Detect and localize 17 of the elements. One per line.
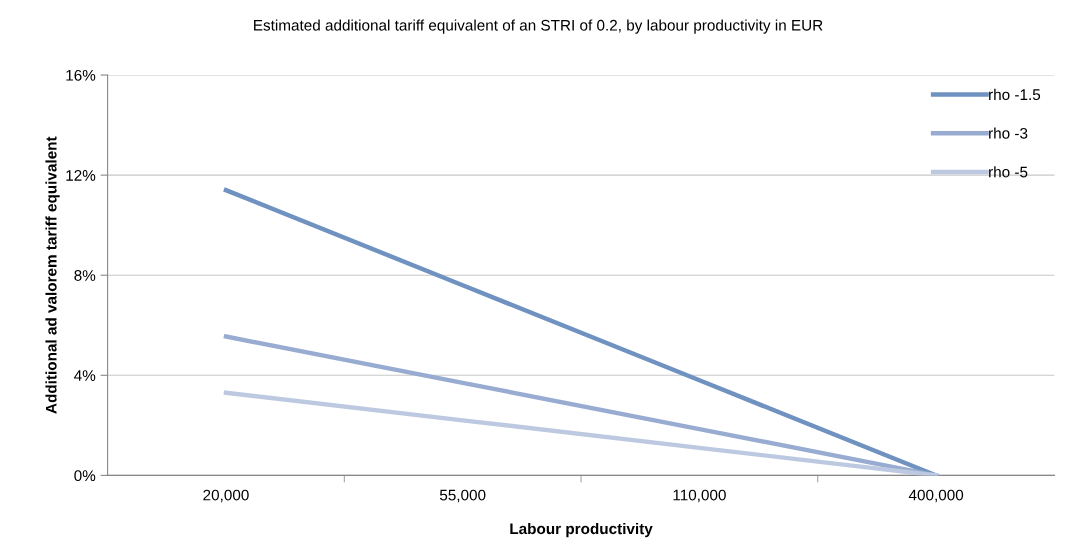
x-axis-title: Labour productivity <box>510 522 653 538</box>
y-tick-label: 12% <box>66 170 96 181</box>
line-series <box>223 334 939 476</box>
y-tick-label: 8% <box>74 270 96 281</box>
legend-label: rho -5 <box>989 166 1028 178</box>
x-tick-label: 110,000 <box>673 489 726 503</box>
y-tick-label: 16% <box>66 69 96 81</box>
x-tick-label: 55,000 <box>439 489 486 503</box>
y-tick-label: 0% <box>74 470 96 482</box>
line-series <box>223 390 939 476</box>
x-tick-label: 400,000 <box>908 489 964 503</box>
chart-title: Estimated additional tariff equivalent of an STRI of 0.2, by labour productivity in EUR <box>254 19 823 34</box>
legend-label: rho -3 <box>989 127 1028 139</box>
legend-label: rho -1.5 <box>989 88 1041 101</box>
x-tick-label: 20,000 <box>203 489 249 503</box>
y-axis-title: Additional ad valorem tariff equivalent <box>45 136 60 414</box>
y-tick-label: 4% <box>74 370 96 381</box>
